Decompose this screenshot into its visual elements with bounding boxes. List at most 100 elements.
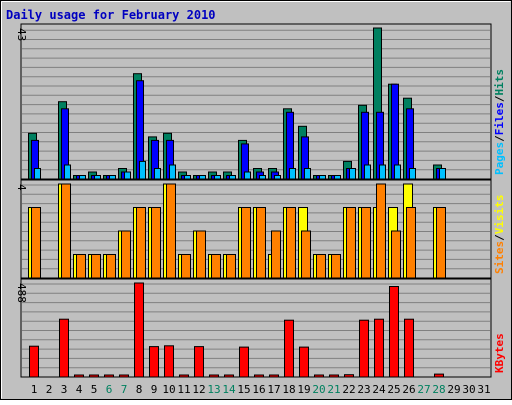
- day-label-1: 1: [31, 383, 38, 396]
- day-label-4: 4: [76, 383, 83, 396]
- day-label-14: 14: [222, 383, 236, 396]
- bar-kbytes-day-18: [284, 319, 294, 378]
- bar-kbytes-day-5: [89, 374, 99, 378]
- bar-kbytes-day-21: [329, 374, 339, 378]
- bar-kbytes-day-17: [269, 374, 279, 378]
- day-label-31: 31: [477, 383, 490, 396]
- bar-sites-day-10: [166, 183, 176, 279]
- bar-sites-day-4: [76, 254, 86, 279]
- day-label-12: 12: [192, 383, 205, 396]
- bar-sites-day-20: [316, 254, 326, 279]
- bar-sites-day-25: [391, 230, 401, 279]
- bar-pages-day-13: [214, 175, 221, 180]
- day-label-6: 6: [106, 383, 113, 396]
- panel-max-label: 43: [15, 28, 28, 41]
- panel-max-label: 4: [15, 184, 28, 191]
- panel-axis-label: Pages/Files/Hits: [493, 69, 506, 175]
- day-label-9: 9: [151, 383, 158, 396]
- axis-label-part-0: Pages: [493, 142, 506, 175]
- bar-kbytes-day-16: [254, 374, 264, 378]
- bar-pages-day-21: [334, 175, 341, 180]
- bar-sites-day-5: [91, 254, 101, 279]
- bar-sites-day-26: [406, 207, 416, 279]
- bar-kbytes-day-13: [209, 374, 219, 378]
- bar-pages-day-11: [184, 175, 191, 180]
- bar-pages-day-8: [139, 160, 146, 180]
- bar-kbytes-day-11: [179, 374, 189, 378]
- bar-sites-day-16: [256, 207, 266, 279]
- bar-pages-day-23: [364, 164, 371, 180]
- axis-label-part-4: Hits: [493, 69, 506, 96]
- bar-pages-day-18: [289, 168, 296, 180]
- bar-kbytes-day-4: [74, 374, 84, 378]
- day-label-15: 15: [237, 383, 250, 396]
- day-label-23: 23: [357, 383, 370, 396]
- bar-sites-day-12: [196, 230, 206, 279]
- axis-label-part-2: Visits: [493, 195, 506, 235]
- day-label-5: 5: [91, 383, 98, 396]
- bar-pages-day-28: [439, 168, 446, 180]
- bar-kbytes-day-28: [434, 373, 444, 378]
- bar-sites-day-3: [61, 183, 71, 279]
- bar-kbytes-day-26: [404, 318, 414, 378]
- bar-sites-day-17: [271, 230, 281, 279]
- day-label-22: 22: [342, 383, 355, 396]
- bar-kbytes-day-8: [134, 282, 144, 378]
- bar-sites-day-6: [106, 254, 116, 279]
- bar-pages-day-4: [79, 175, 86, 180]
- bar-pages-day-15: [244, 171, 251, 180]
- day-label-17: 17: [267, 383, 280, 396]
- day-label-25: 25: [387, 383, 400, 396]
- axis-label-part-1: /: [493, 234, 506, 241]
- bar-kbytes-day-22: [344, 374, 354, 378]
- bar-pages-day-14: [229, 175, 236, 180]
- bar-pages-day-26: [409, 168, 416, 180]
- day-label-24: 24: [372, 383, 386, 396]
- chart-title: Daily usage for February 2010: [6, 8, 216, 22]
- bar-kbytes-day-10: [164, 345, 174, 378]
- bar-pages-day-1: [34, 168, 41, 180]
- bar-pages-day-5: [94, 175, 101, 180]
- bar-pages-day-10: [169, 164, 176, 180]
- bar-kbytes-day-15: [239, 346, 249, 378]
- bar-pages-day-22: [349, 168, 356, 180]
- bar-sites-day-1: [31, 207, 41, 279]
- bar-pages-day-24: [379, 164, 386, 180]
- day-label-28: 28: [432, 383, 445, 396]
- bar-sites-day-19: [301, 230, 311, 279]
- panel-axis-label: KBytes: [493, 333, 506, 373]
- bar-pages-day-19: [304, 168, 311, 180]
- day-label-13: 13: [207, 383, 220, 396]
- bar-sites-day-21: [331, 254, 341, 279]
- bar-pages-day-6: [109, 175, 116, 180]
- bar-pages-day-25: [394, 164, 401, 180]
- bar-kbytes-day-6: [104, 374, 114, 378]
- axis-label-part-0: Sites: [493, 241, 506, 274]
- axis-label-part-2: Files: [493, 102, 506, 135]
- panel-max-label: 488: [15, 283, 28, 303]
- bar-sites-day-13: [211, 254, 221, 279]
- bar-pages-day-20: [319, 175, 326, 180]
- axis-label-part-1: /: [493, 135, 506, 142]
- bar-sites-day-11: [181, 254, 191, 279]
- bar-sites-day-23: [361, 207, 371, 279]
- day-label-2: 2: [46, 383, 53, 396]
- day-label-20: 20: [312, 383, 325, 396]
- panel-kbytes: 488 KBytes: [15, 278, 506, 378]
- day-label-3: 3: [61, 383, 68, 396]
- bar-sites-day-24: [376, 183, 386, 279]
- day-label-26: 26: [402, 383, 415, 396]
- bar-kbytes-day-23: [359, 319, 369, 378]
- panel-background: [20, 23, 492, 180]
- axis-label-part-3: /: [493, 95, 506, 102]
- panel-visits_sites: 4 Sites/Visits: [15, 179, 506, 279]
- day-label-7: 7: [121, 383, 128, 396]
- bar-sites-day-14: [226, 254, 236, 279]
- bar-sites-day-8: [136, 207, 146, 279]
- day-label-30: 30: [462, 383, 475, 396]
- bar-sites-day-28: [436, 207, 446, 279]
- bar-pages-day-7: [124, 171, 131, 180]
- bar-kbytes-day-7: [119, 374, 129, 378]
